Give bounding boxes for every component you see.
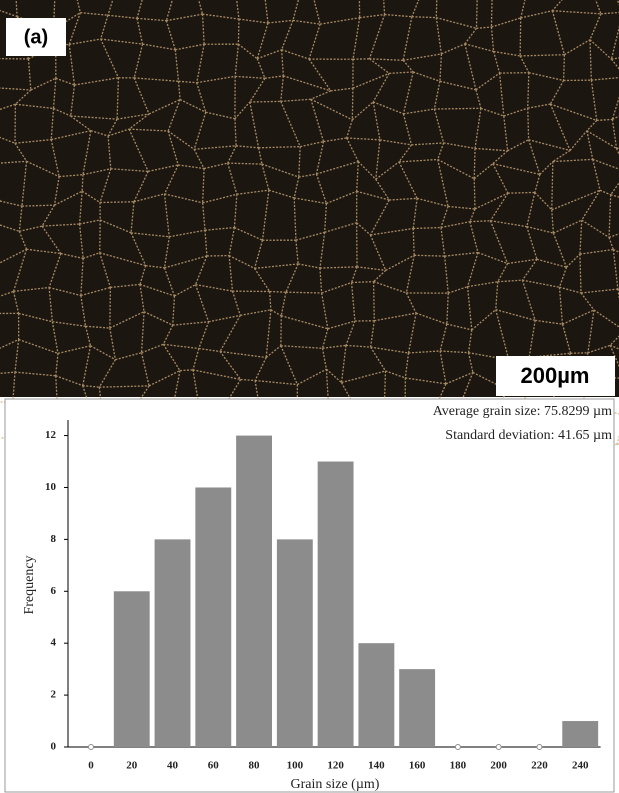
x-tick-label: 220 xyxy=(531,760,548,772)
x-tick-label: 160 xyxy=(409,760,426,772)
x-axis-label: Grain size (µm) xyxy=(291,777,380,792)
y-tick-label: 12 xyxy=(45,429,57,441)
x-tick-label: 20 xyxy=(126,760,138,772)
bar xyxy=(496,745,501,750)
x-tick-label: 120 xyxy=(327,760,344,772)
x-tick-label: 80 xyxy=(249,760,261,772)
x-tick-label: 100 xyxy=(287,760,304,772)
bar xyxy=(155,539,191,747)
bar xyxy=(277,539,313,747)
bar xyxy=(455,745,460,750)
x-tick-label: 40 xyxy=(167,760,179,772)
panel-label: (a) xyxy=(24,26,48,48)
y-tick-label: 4 xyxy=(51,637,57,649)
x-tick-label: 60 xyxy=(208,760,220,772)
x-tick-label: 140 xyxy=(368,760,385,772)
annotation: Standard deviation: 41.65 µm xyxy=(445,428,612,443)
bar xyxy=(195,487,231,747)
bar xyxy=(88,745,93,750)
page: (a) 200µm Average grain size: 75.8299 µm… xyxy=(0,0,619,793)
bar xyxy=(318,462,354,747)
bar xyxy=(358,643,394,747)
x-tick-label: 180 xyxy=(450,760,467,772)
bar xyxy=(399,669,435,747)
bar xyxy=(114,591,150,747)
micrograph: (a) 200µm xyxy=(0,0,619,450)
bar xyxy=(562,721,598,747)
x-tick-label: 240 xyxy=(572,760,589,772)
y-tick-label: 10 xyxy=(45,481,57,493)
y-tick-label: 8 xyxy=(51,533,57,545)
x-tick-label: 0 xyxy=(88,760,94,772)
bar xyxy=(236,436,272,747)
annotation: Average grain size: 75.8299 µm xyxy=(433,404,612,419)
y-axis-label: Frequency xyxy=(22,555,37,614)
bar xyxy=(537,745,542,750)
y-tick-label: 0 xyxy=(51,741,57,753)
x-tick-label: 200 xyxy=(490,760,507,772)
y-tick-label: 2 xyxy=(51,689,57,701)
figure: (a) 200µm Average grain size: 75.8299 µm… xyxy=(0,0,619,793)
scale-bar-label: 200µm xyxy=(521,363,590,388)
y-tick-label: 6 xyxy=(51,585,57,597)
